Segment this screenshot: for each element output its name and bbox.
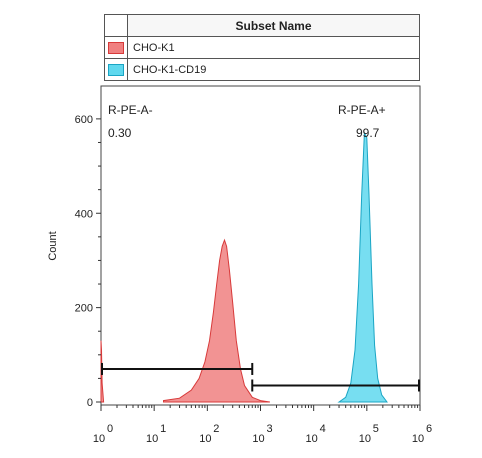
y-tick-label-2: 400	[75, 208, 93, 220]
legend-swatch-cho-k1-cd19	[108, 63, 124, 76]
x-tick-label-2: 10	[199, 433, 211, 445]
gate-layer	[101, 362, 420, 392]
legend-table: Subset Name CHO-K1 CHO-K1-CD19	[104, 14, 420, 81]
gate-negative-label: R-PE-A-	[108, 103, 153, 117]
x-tick-exponent-4: 4	[320, 423, 326, 435]
y-tick-label-3: 600	[75, 114, 93, 126]
series-layer	[100, 131, 388, 403]
x-tick-label-5: 10	[359, 433, 371, 445]
series-area-0	[163, 238, 270, 403]
gate-positive-value: 99.7	[356, 126, 380, 140]
gate-negative-value: 0.30	[108, 126, 132, 140]
y-tick-label-1: 200	[75, 303, 93, 315]
series-area-1	[337, 131, 388, 403]
x-tick-label-0: 10	[93, 433, 105, 445]
x-tick-exponent-0: 0	[107, 423, 113, 435]
x-tick-exponent-5: 5	[373, 423, 379, 435]
x-tick-exponent-6: 6	[426, 423, 432, 435]
legend-label-cho-k1-cd19: CHO-K1-CD19	[127, 58, 420, 81]
y-tick-label-0: 0	[87, 397, 93, 409]
x-tick-label-6: 10	[412, 433, 424, 445]
x-tick-label-3: 10	[252, 433, 264, 445]
x-tick-exponent-2: 2	[213, 423, 219, 435]
y-axis-label: Count	[47, 231, 59, 260]
gate-positive-label: R-PE-A+	[338, 103, 386, 117]
x-tick-label-1: 10	[146, 433, 158, 445]
legend-swatch-cell	[104, 58, 128, 81]
x-tick-label-4: 10	[306, 433, 318, 445]
x-tick-exponent-1: 1	[160, 423, 166, 435]
x-tick-exponent-3: 3	[266, 423, 272, 435]
legend-swatch-cho-k1	[108, 41, 124, 54]
